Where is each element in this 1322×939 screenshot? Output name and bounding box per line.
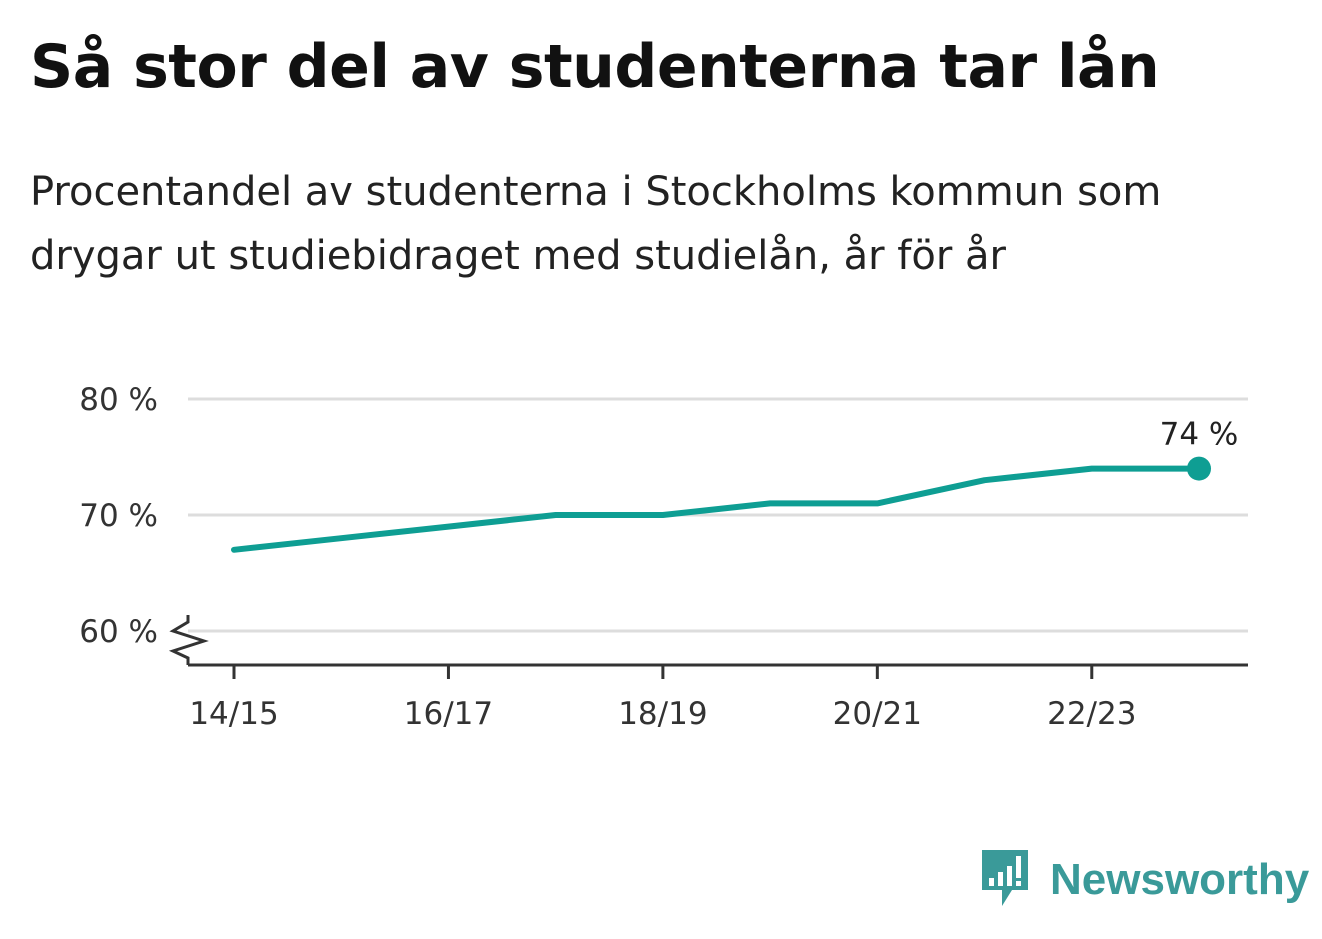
y-tick-label: 60 % (79, 614, 158, 650)
y-axis-labels: 60 % 70 % 80 % (79, 382, 158, 650)
series-line (231, 465, 1202, 553)
y-tick-label: 80 % (79, 382, 158, 418)
grid-lines (188, 397, 1248, 633)
brand-logo: Newsworthy (980, 848, 1309, 912)
brand-name: Newsworthy (1050, 855, 1310, 904)
chart-title: Så stor del av studenterna tar lån (30, 32, 1160, 102)
end-point-marker (1187, 456, 1211, 481)
x-tick-label: 14/15 (189, 696, 278, 732)
axis-break-icon (168, 615, 209, 665)
x-tick-label: 20/21 (833, 696, 922, 732)
bar-chart-speech-bubble-icon (982, 850, 1028, 906)
y-tick-label: 70 % (79, 498, 158, 534)
end-value-label: 74 % (1160, 417, 1239, 453)
x-tick-label: 22/23 (1047, 696, 1136, 732)
annotations: 74 % (1160, 417, 1239, 481)
series-group (231, 465, 1202, 553)
line-chart: 60 % 70 % 80 % 14/15 16/17 18/19 20/21 22/23 7… (79, 382, 1248, 732)
chart-subtitle: Procentandel av studenterna i Stockholms… (30, 169, 1162, 279)
x-axis: 14/15 16/17 18/19 20/21 22/23 (168, 615, 1248, 732)
x-tick-label: 16/17 (404, 696, 493, 732)
x-tick-label: 18/19 (618, 696, 707, 732)
